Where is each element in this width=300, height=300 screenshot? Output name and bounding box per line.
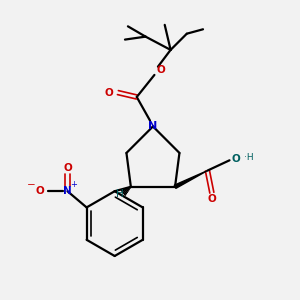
Text: O: O — [157, 65, 165, 76]
Text: N: N — [148, 122, 158, 131]
Text: ·H: ·H — [244, 153, 254, 162]
Text: O: O — [232, 154, 240, 164]
Text: O: O — [63, 163, 72, 173]
Text: −: − — [27, 180, 36, 190]
Text: O: O — [105, 88, 113, 98]
Polygon shape — [174, 171, 207, 188]
Text: O: O — [35, 186, 44, 196]
Text: +: + — [70, 180, 77, 189]
Text: O: O — [208, 194, 216, 204]
Text: N: N — [63, 186, 72, 196]
Text: H: H — [116, 189, 124, 199]
